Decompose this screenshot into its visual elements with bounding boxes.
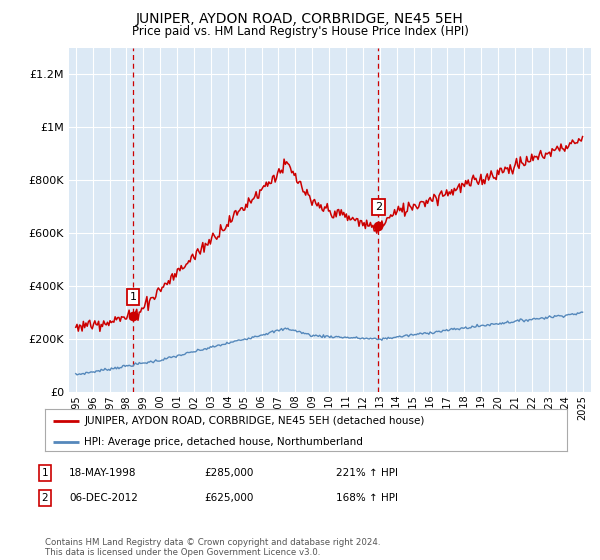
Text: 168% ↑ HPI: 168% ↑ HPI [336, 493, 398, 503]
Text: 1: 1 [130, 292, 136, 302]
Text: Price paid vs. HM Land Registry's House Price Index (HPI): Price paid vs. HM Land Registry's House … [131, 25, 469, 38]
Text: JUNIPER, AYDON ROAD, CORBRIDGE, NE45 5EH (detached house): JUNIPER, AYDON ROAD, CORBRIDGE, NE45 5EH… [84, 416, 425, 426]
Text: 221% ↑ HPI: 221% ↑ HPI [336, 468, 398, 478]
Text: HPI: Average price, detached house, Northumberland: HPI: Average price, detached house, Nort… [84, 437, 363, 446]
Text: £625,000: £625,000 [204, 493, 253, 503]
Text: 06-DEC-2012: 06-DEC-2012 [69, 493, 138, 503]
Text: 2: 2 [41, 493, 49, 503]
Text: £285,000: £285,000 [204, 468, 253, 478]
Text: 2: 2 [375, 202, 382, 212]
Text: 1: 1 [41, 468, 49, 478]
Text: JUNIPER, AYDON ROAD, CORBRIDGE, NE45 5EH: JUNIPER, AYDON ROAD, CORBRIDGE, NE45 5EH [136, 12, 464, 26]
Text: Contains HM Land Registry data © Crown copyright and database right 2024.
This d: Contains HM Land Registry data © Crown c… [45, 538, 380, 557]
Text: 18-MAY-1998: 18-MAY-1998 [69, 468, 137, 478]
